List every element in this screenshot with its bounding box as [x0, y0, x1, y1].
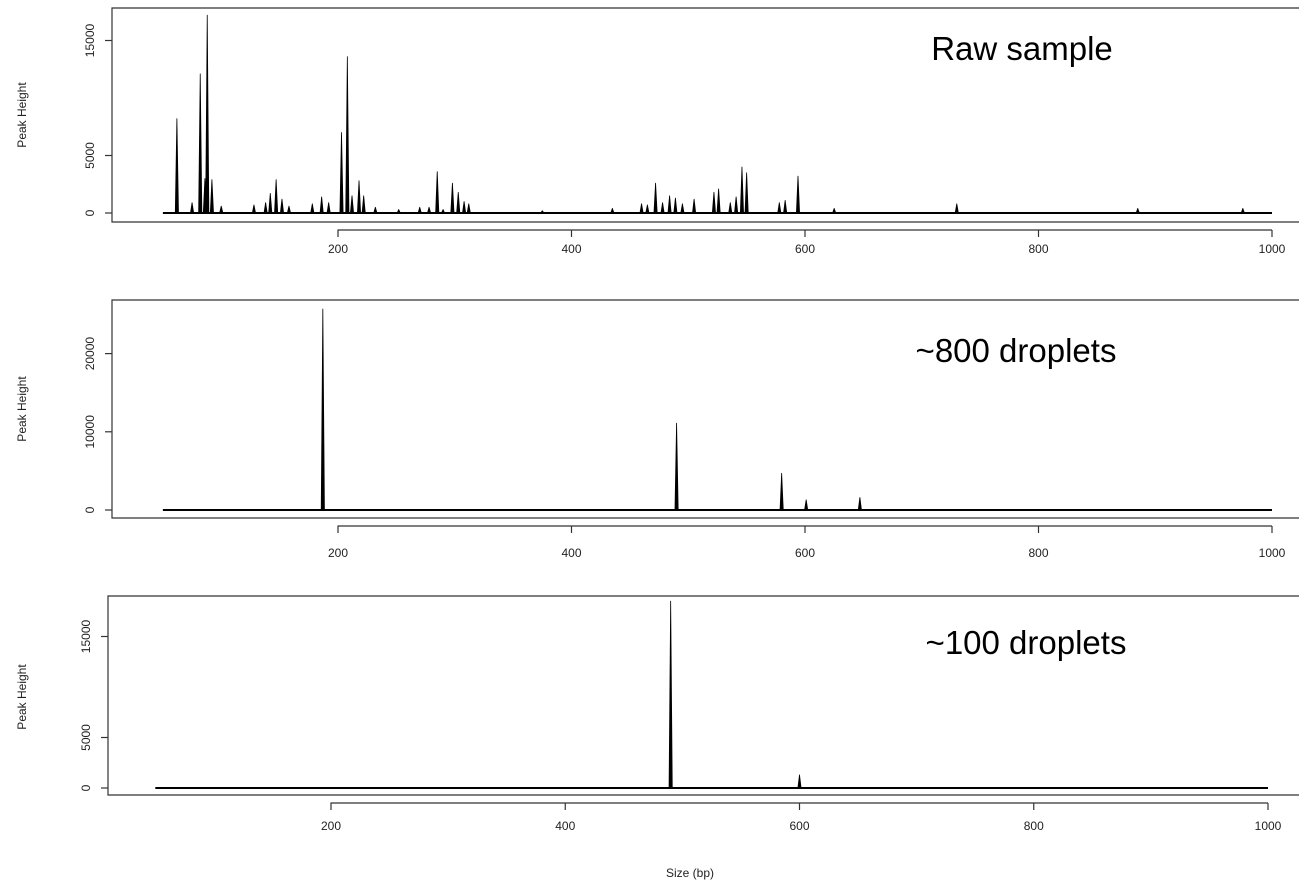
plot-frame — [111, 299, 1299, 519]
peak — [783, 199, 788, 214]
peak — [198, 73, 203, 214]
peak — [744, 172, 749, 214]
peak — [777, 202, 782, 214]
peak — [279, 198, 284, 214]
peak — [209, 179, 214, 214]
y-tick-label: 20000 — [83, 337, 97, 371]
peak — [779, 472, 784, 511]
peak — [857, 497, 862, 511]
peak — [739, 166, 744, 214]
y-axis-label: Peak Height — [15, 664, 29, 730]
x-tick-label: 1000 — [1259, 242, 1286, 256]
peak — [396, 209, 401, 214]
peak — [711, 191, 716, 214]
peak — [274, 179, 279, 214]
peak — [832, 208, 837, 214]
peak — [373, 206, 378, 214]
peak — [326, 202, 331, 214]
x-tick-label: 400 — [555, 819, 575, 833]
x-tick-label: 600 — [789, 819, 809, 833]
y-tick-label: 0 — [83, 209, 97, 216]
x-tick-label: 400 — [561, 242, 581, 256]
peak — [462, 201, 467, 214]
peak — [1240, 208, 1245, 214]
peak — [417, 206, 422, 214]
plot-frame — [111, 7, 1299, 223]
peak — [673, 197, 678, 214]
x-tick-label: 1000 — [1255, 819, 1282, 833]
peak — [205, 14, 210, 214]
peak — [610, 208, 615, 214]
chart-panel-800-droplets: 0 10000 20000 Peak Height 200 400 600 800 1000 ~8… — [15, 299, 1299, 560]
peak — [427, 206, 432, 214]
peak — [251, 204, 256, 214]
peak — [435, 171, 440, 214]
x-tick-label: 200 — [328, 546, 348, 560]
peak — [466, 203, 471, 214]
peak — [310, 203, 315, 214]
x-tick-label: 1000 — [1259, 546, 1286, 560]
peak — [795, 175, 800, 214]
x-axis-label: Size (bp) — [666, 866, 714, 880]
y-tick-label: 0 — [79, 784, 93, 791]
x-tick-label: 800 — [1028, 546, 1048, 560]
peak — [1135, 208, 1140, 214]
panel-title: ~100 droplets — [926, 624, 1127, 661]
y-tick-label: 0 — [83, 506, 97, 513]
peak — [734, 196, 739, 214]
peak — [653, 182, 658, 214]
x-tick-label: 200 — [328, 242, 348, 256]
x-tick-label: 600 — [795, 546, 815, 560]
peak — [954, 203, 959, 214]
y-tick-label: 15000 — [79, 619, 93, 653]
panel-title: Raw sample — [931, 30, 1113, 67]
x-tick-label: 200 — [321, 819, 341, 833]
peak — [263, 202, 268, 214]
peak — [797, 774, 802, 789]
peak — [692, 198, 697, 214]
peak — [441, 209, 446, 214]
peak — [357, 180, 362, 214]
chart-panel-raw-sample: 0 5000 15000 Peak Height 200 400 600 800 1000 Raw… — [15, 7, 1299, 256]
peak — [645, 204, 650, 214]
panel-title: ~800 droplets — [916, 332, 1117, 369]
x-tick-label: 600 — [795, 242, 815, 256]
plot-frame — [107, 595, 1299, 796]
y-axis-label: Peak Height — [15, 82, 29, 148]
peak — [320, 308, 325, 511]
peak — [219, 205, 224, 214]
peak — [361, 195, 366, 214]
chart-panel-100-droplets: 0 5000 15000 Peak Height 200 400 600 800 1000 ~10… — [15, 595, 1299, 880]
peak — [716, 188, 721, 214]
peak — [667, 195, 672, 214]
y-tick-label: 15000 — [83, 23, 97, 57]
peak — [540, 210, 545, 214]
peak — [286, 205, 291, 214]
peak — [668, 600, 673, 789]
y-axis-label: Peak Height — [15, 376, 29, 442]
peak — [345, 56, 350, 214]
peak — [450, 182, 455, 214]
peak — [456, 191, 461, 214]
y-tick-label: 5000 — [79, 724, 93, 751]
peak — [268, 193, 273, 214]
peak — [680, 203, 685, 214]
y-tick-label: 5000 — [83, 142, 97, 169]
y-tick-label: 10000 — [83, 415, 97, 449]
peak — [319, 196, 324, 214]
peak — [804, 499, 809, 511]
peak — [674, 422, 679, 511]
peak — [728, 202, 733, 214]
x-tick-label: 400 — [561, 546, 581, 560]
x-tick-label: 800 — [1028, 242, 1048, 256]
peak — [639, 203, 644, 214]
peak — [190, 202, 195, 214]
peak — [350, 195, 355, 214]
peak — [174, 118, 179, 214]
peak — [660, 202, 665, 214]
x-tick-label: 800 — [1024, 819, 1044, 833]
peak — [339, 132, 344, 214]
